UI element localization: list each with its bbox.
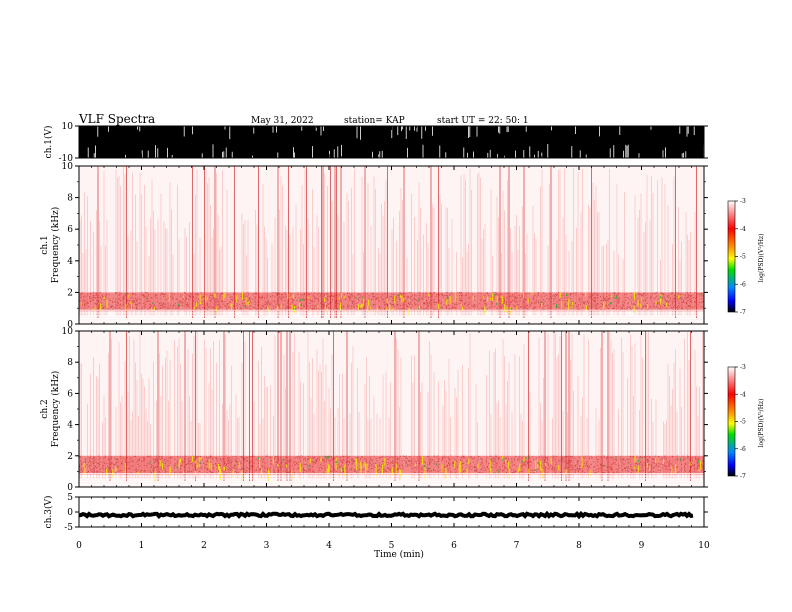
y-tick-label: -5	[64, 523, 73, 533]
band-speckle	[79, 291, 704, 311]
colorbar-tick-label: -4	[740, 226, 746, 233]
date-label: May 31, 2022	[251, 116, 314, 126]
colorbar-ch1	[727, 200, 736, 313]
waveform-ch1-trace	[79, 126, 704, 158]
y-tick-label: 0	[67, 320, 73, 330]
x-tick-label: 7	[514, 541, 520, 551]
y-tick-label: 10	[62, 327, 74, 337]
y-tick-label: 8	[67, 194, 73, 204]
x-tick-label: 1	[139, 541, 145, 551]
y-tick-label: 4	[67, 421, 73, 431]
band-yellow-streaks	[79, 455, 702, 482]
x-tick-label: 5	[389, 541, 395, 551]
spectrogram-ch1-ylabel-line2: Frequency (kHz)	[50, 207, 61, 284]
y-tick-label: 4	[67, 257, 73, 267]
waveform-ch3-line	[79, 510, 694, 520]
band-low-frequency	[79, 292, 704, 312]
figure-title: VLF Spectra	[78, 112, 155, 126]
spectrogram-ch1-image	[79, 166, 704, 324]
colorbar-tick-label: -3	[740, 364, 746, 371]
y-tick-label: 10	[62, 162, 74, 172]
band-low-frequency	[79, 455, 704, 475]
waveform-ch3-trace	[79, 510, 694, 520]
y-tick-label: 2	[67, 288, 73, 298]
x-tick-label: 10	[698, 541, 710, 551]
colorbar-tick-label: -7	[740, 473, 746, 480]
y-tick-label: 0	[67, 483, 73, 493]
x-tick-label: 8	[576, 541, 582, 551]
band-speckle	[79, 455, 704, 474]
y-tick-label: 6	[67, 225, 73, 235]
spectrogram-ch2-ylabel-line2: Frequency (kHz)	[50, 371, 61, 448]
band-green-dots	[116, 455, 699, 473]
spectrogram-ch2-image	[79, 331, 704, 487]
colorbar-tick-label: -6	[740, 446, 746, 453]
sferic-streaks-strong	[97, 166, 697, 318]
x-tick-label: 0	[76, 541, 82, 551]
x-tick-label: 9	[639, 541, 645, 551]
colorbar-tick-label: -5	[740, 254, 746, 261]
waveform-ch3-ylabel: ch.3(V)	[43, 496, 54, 529]
waveform-ch1-ylabel: ch.1(V)	[43, 126, 54, 159]
y-tick-label: 0	[67, 508, 73, 518]
colorbar-tick-label: -6	[740, 281, 746, 288]
band-green-dots	[126, 292, 702, 311]
x-tick-label: 4	[326, 541, 332, 551]
y-tick-label: 10	[62, 122, 74, 132]
start-time-label: start UT = 22: 50: 1	[437, 116, 529, 126]
colorbar-ticks: -3 -4 -5 -6 -7 -3 -4 -5 -6 -7	[735, 198, 746, 480]
sferic-streaks-faint	[79, 167, 696, 316]
x-tick-label: 3	[264, 541, 270, 551]
colorbar-tick-label: -4	[740, 391, 746, 398]
y-tick-label: -10	[59, 154, 74, 164]
sferic-streaks-strong	[109, 331, 691, 481]
x-tick-label: 6	[451, 541, 457, 551]
colorbar-tick-label: -5	[740, 419, 746, 426]
y-tick-label: 8	[67, 358, 73, 368]
colorbar-tick-label: -7	[740, 309, 746, 316]
spectrogram-ch1-ylabel-line1: ch.1	[40, 235, 50, 254]
y-tick-label: 5	[67, 493, 73, 503]
colorbar-ch2	[727, 366, 736, 477]
spectrogram-ch2-ylabel-line1: ch.2	[40, 399, 50, 418]
sferic-streaks-faint	[79, 331, 703, 479]
waveform-ch3-frame	[78, 496, 705, 528]
station-label: station= KAP	[344, 116, 405, 126]
y-tick-label: 2	[67, 452, 73, 462]
x-axis-label: Time (min)	[374, 549, 424, 560]
y-tick-label: 6	[67, 389, 73, 399]
colorbar-ch1-label: log(PSD)(V²/Hz)	[758, 234, 765, 283]
x-tick-label: 2	[201, 541, 207, 551]
colorbar-tick-label: -3	[740, 198, 746, 205]
colorbar-ch2-label: log(PSD)(V²/Hz)	[758, 399, 765, 448]
